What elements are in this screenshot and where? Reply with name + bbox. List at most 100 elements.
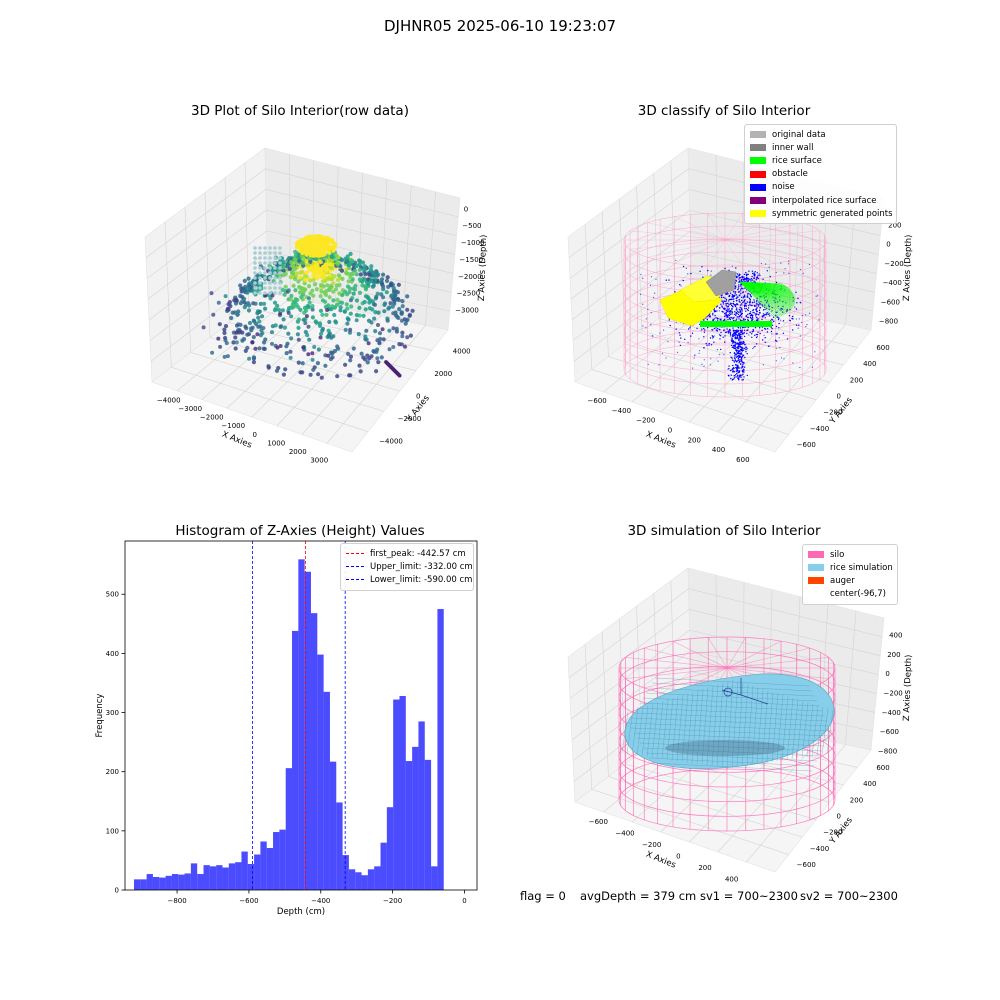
raw-point	[381, 295, 386, 300]
raw-ztick-label: −2500	[457, 290, 481, 298]
cls-noise-point	[782, 332, 785, 334]
raw-point	[331, 298, 336, 303]
raw-point	[273, 286, 277, 290]
raw-point	[382, 309, 387, 314]
raw-point	[327, 250, 332, 255]
raw-point	[329, 350, 334, 355]
raw-point	[268, 281, 272, 285]
raw-point	[349, 304, 354, 309]
status-sv1: sv1 = 700~2300	[700, 889, 798, 903]
raw-point	[376, 323, 380, 327]
raw-point	[281, 372, 286, 377]
raw-point	[308, 278, 313, 283]
sim-xtick-label: 400	[725, 875, 738, 883]
raw-point	[357, 258, 362, 263]
legend-swatch	[808, 564, 824, 572]
cls-noise-point	[755, 333, 757, 336]
raw-point	[403, 344, 407, 349]
raw-point	[321, 275, 327, 280]
raw-point	[400, 299, 405, 304]
raw-point	[301, 317, 306, 322]
raw-point	[354, 298, 359, 303]
raw-point	[240, 338, 245, 343]
raw-point	[392, 297, 397, 302]
raw-ytick-label: 2000	[434, 370, 452, 378]
raw-point	[258, 291, 262, 295]
raw-point	[312, 241, 316, 246]
raw-point	[397, 307, 402, 312]
raw-point	[295, 297, 300, 303]
legend-sim-entry: silo	[808, 548, 892, 561]
raw-point	[348, 251, 353, 256]
raw-point	[253, 261, 257, 265]
raw-point	[298, 275, 303, 280]
raw-point	[307, 296, 311, 301]
sim-ytick-label: 0	[837, 813, 841, 821]
raw-point	[296, 317, 301, 322]
raw-point	[288, 349, 293, 354]
raw-point	[298, 370, 303, 375]
raw-ytick-label: 4000	[453, 347, 471, 355]
raw-point	[316, 372, 321, 377]
raw-point	[258, 256, 262, 260]
raw-point	[380, 327, 385, 332]
raw-point	[313, 282, 318, 287]
raw-point	[326, 276, 331, 281]
raw-point	[268, 251, 272, 255]
raw-point	[222, 330, 227, 336]
raw-point	[273, 246, 277, 250]
cls-noise-point	[718, 334, 721, 336]
legend-label: silo	[830, 549, 845, 560]
raw-point	[268, 271, 272, 275]
cls-noise-point	[734, 311, 736, 313]
sim-xtick-label: −200	[642, 841, 661, 849]
raw-point	[249, 285, 254, 290]
raw-point	[310, 351, 315, 356]
raw-ztick-label: −2000	[458, 273, 482, 281]
raw-point	[384, 278, 390, 283]
raw-point	[304, 235, 309, 240]
cls-noise-point	[703, 331, 706, 333]
legend-sim-entry: rice simulation	[808, 561, 893, 574]
raw-point	[263, 251, 267, 255]
raw-point	[270, 324, 275, 329]
raw-point	[246, 308, 252, 313]
raw-point	[263, 261, 267, 265]
raw-point	[388, 301, 393, 306]
raw-point	[348, 298, 353, 303]
raw-point	[253, 266, 257, 270]
raw-point	[393, 293, 398, 298]
raw-point	[289, 314, 294, 319]
sim-ztick-label: −600	[880, 728, 899, 736]
raw-point	[391, 286, 396, 291]
raw-point	[229, 315, 234, 321]
cls-noise-point	[729, 302, 732, 304]
raw-point	[289, 260, 294, 265]
raw-point	[270, 293, 275, 298]
raw-point	[297, 290, 303, 295]
raw-point	[294, 273, 299, 278]
cls-noise-point	[738, 311, 740, 313]
raw-point	[255, 332, 260, 337]
raw-point	[351, 346, 356, 351]
raw-point	[243, 324, 248, 329]
raw-point	[301, 238, 306, 243]
legend-swatch	[808, 551, 824, 559]
raw-point	[256, 315, 261, 320]
raw-point	[324, 312, 329, 317]
raw-point	[291, 283, 296, 288]
raw-point	[226, 302, 231, 307]
raw-point	[238, 283, 243, 288]
raw-point	[329, 254, 334, 260]
cls-noise-point	[775, 325, 778, 328]
raw-point	[334, 283, 339, 288]
raw-point	[361, 313, 366, 318]
raw-point	[318, 236, 323, 241]
raw-point	[294, 241, 299, 246]
raw-point	[287, 266, 292, 271]
raw-point	[324, 268, 329, 273]
raw-point	[329, 244, 334, 249]
raw-point	[307, 300, 312, 305]
raw-point	[367, 300, 372, 305]
